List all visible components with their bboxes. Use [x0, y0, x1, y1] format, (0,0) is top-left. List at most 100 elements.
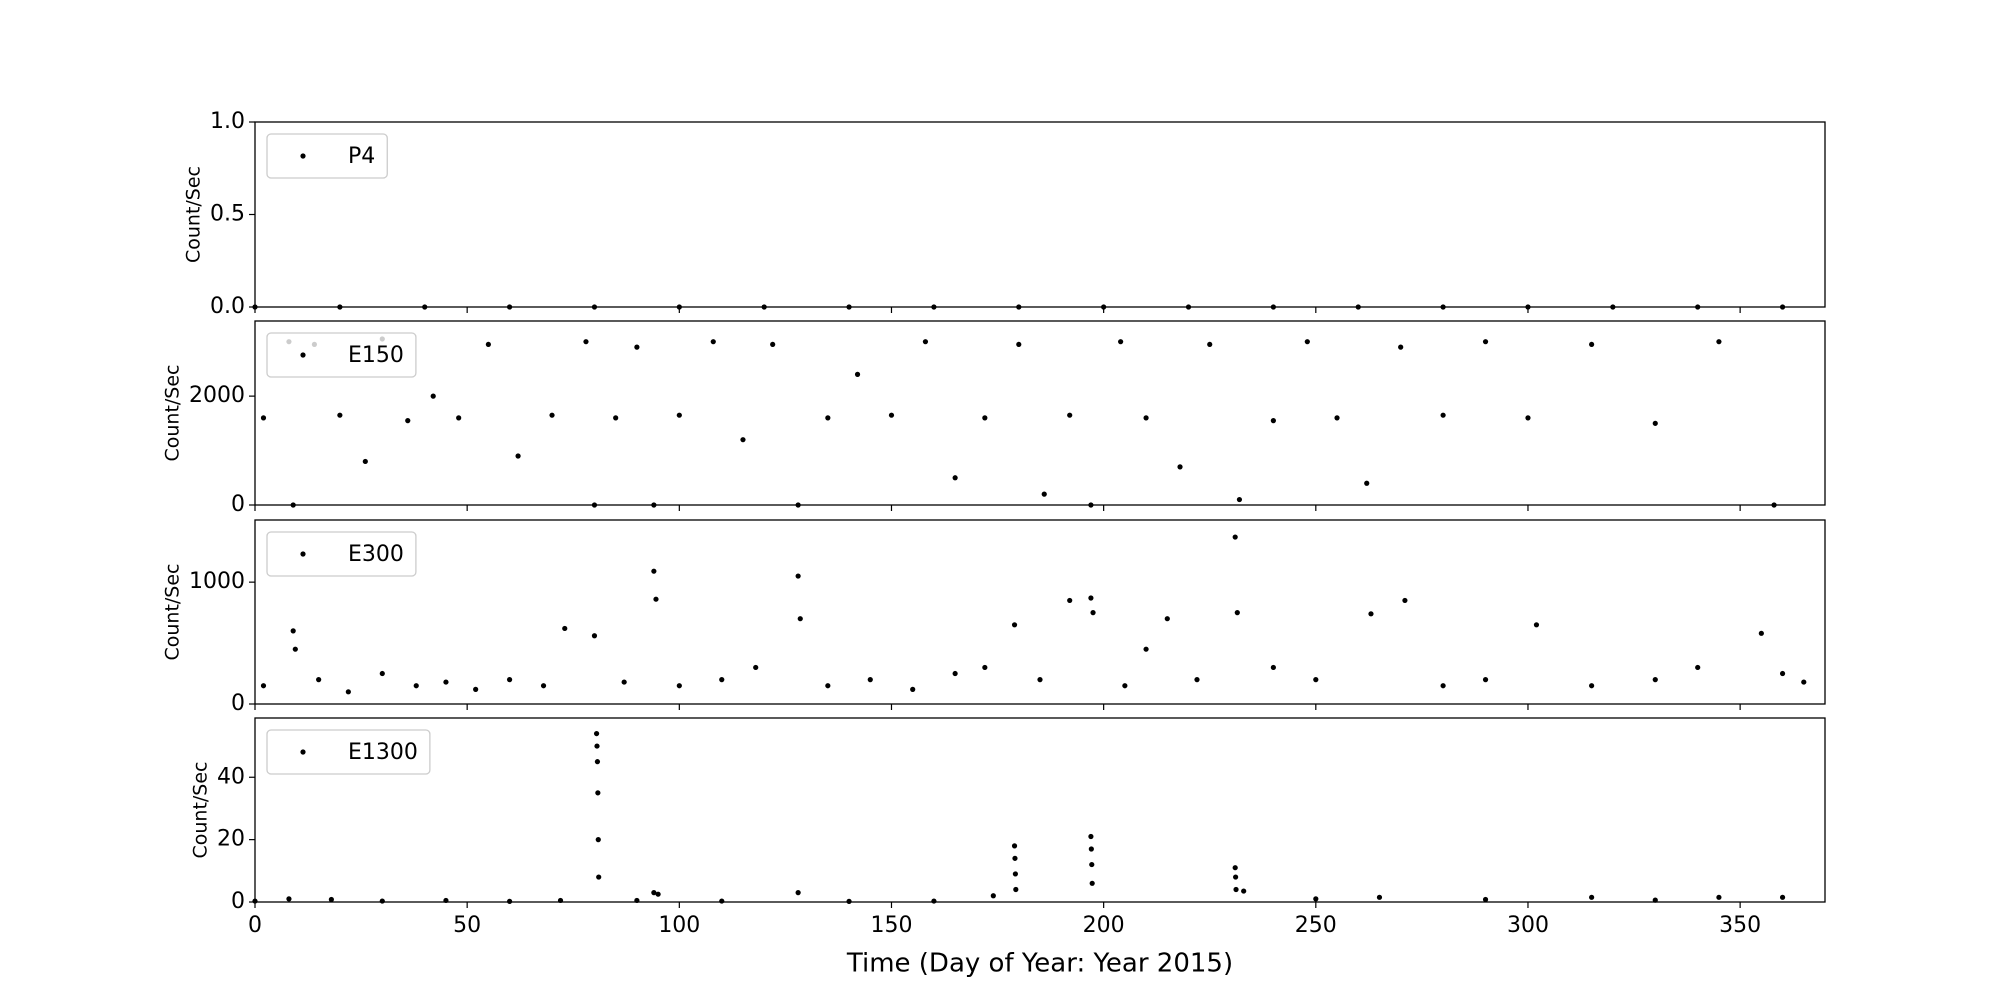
data-point: [952, 475, 958, 481]
legend-label: E1300: [348, 740, 418, 765]
data-point: [594, 743, 600, 749]
legend-label: P4: [348, 144, 375, 169]
x-tick-label: 0: [248, 913, 262, 938]
data-point: [651, 890, 657, 896]
x-tick-label: 300: [1507, 913, 1549, 938]
legend-marker: [300, 153, 306, 159]
data-point: [1037, 677, 1043, 683]
data-point: [596, 874, 602, 880]
data-point: [1012, 855, 1018, 861]
data-point: [1122, 683, 1128, 689]
data-point: [1143, 415, 1149, 421]
data-point: [1164, 616, 1170, 622]
data-point: [854, 371, 861, 377]
data-point: [1236, 496, 1243, 503]
data-point: [1364, 480, 1370, 486]
data-point: [1011, 622, 1018, 628]
data-point: [719, 677, 725, 683]
data-point: [362, 458, 368, 465]
y-tick-label: 20: [217, 827, 245, 852]
y-tick-label: 1000: [189, 569, 245, 594]
data-point: [1589, 894, 1595, 900]
data-point: [1090, 610, 1096, 616]
legend-marker: [300, 352, 306, 358]
data-point: [825, 415, 831, 421]
data-point: [952, 670, 958, 677]
y-tick-label: 2000: [189, 383, 245, 408]
y-tick-label: 1.0: [210, 109, 245, 134]
y-tick-label: 0: [231, 691, 245, 716]
data-point: [1234, 610, 1240, 616]
x-tick-label: 350: [1719, 913, 1761, 938]
data-point: [1011, 843, 1018, 849]
data-point: [379, 670, 385, 677]
data-point: [583, 339, 589, 345]
legend-label: E300: [348, 542, 404, 567]
y-axis-label: Count/Sec: [162, 364, 184, 461]
data-point: [1233, 874, 1239, 880]
y-axis-label: Count/Sec: [162, 563, 184, 660]
data-point: [260, 415, 267, 421]
axes-frame: [254, 320, 1826, 506]
data-point: [1482, 896, 1489, 903]
data-point: [753, 664, 759, 671]
data-point: [1589, 341, 1595, 348]
data-point: [1304, 339, 1310, 345]
data-point: [770, 341, 776, 348]
data-point: [676, 683, 682, 689]
data-point: [740, 437, 746, 443]
data-point: [413, 683, 419, 689]
data-point: [1376, 894, 1383, 900]
data-point: [1398, 344, 1404, 350]
legend: E150: [266, 332, 417, 378]
data-point: [1440, 683, 1446, 689]
data-point: [1088, 833, 1094, 840]
data-point: [1067, 412, 1073, 418]
data-point: [316, 677, 322, 683]
data-point: [621, 679, 627, 685]
y-tick-label: 0: [231, 889, 245, 914]
legend-box: [266, 531, 417, 577]
data-point: [1440, 412, 1446, 418]
data-point: [676, 412, 682, 418]
legend: E300: [266, 531, 417, 577]
data-point: [1368, 611, 1374, 617]
axes-frame: [254, 717, 1826, 903]
data-point: [1232, 534, 1238, 540]
data-point: [1067, 597, 1073, 604]
data-point: [634, 344, 640, 350]
legend-marker: [300, 749, 306, 755]
data-point: [825, 683, 831, 689]
data-point: [1233, 886, 1239, 893]
data-point: [982, 415, 988, 421]
data-point: [922, 339, 929, 345]
legend: P4: [266, 133, 388, 179]
data-point: [888, 412, 895, 418]
data-point: [337, 412, 343, 418]
y-tick-label: 40: [217, 764, 245, 789]
data-point: [1716, 894, 1722, 900]
y-tick-label: 0.0: [210, 294, 245, 319]
x-axis-label: Time (Day of Year: Year 2015): [846, 949, 1233, 979]
data-point: [506, 677, 513, 683]
data-point: [562, 625, 568, 632]
data-point: [591, 633, 598, 639]
data-point: [473, 686, 479, 692]
data-point: [286, 896, 292, 902]
data-point: [595, 790, 601, 796]
x-tick-label: 100: [658, 913, 700, 938]
y-axis-label: Count/Sec: [183, 166, 205, 263]
data-point: [485, 341, 491, 348]
data-point: [1270, 664, 1276, 671]
data-point: [1695, 664, 1701, 671]
data-point: [328, 896, 334, 903]
axes-frame: [254, 121, 1826, 308]
data-point: [1589, 683, 1595, 689]
data-point: [292, 646, 298, 652]
data-point: [797, 616, 803, 622]
data-point: [405, 418, 411, 424]
data-point: [1143, 646, 1149, 652]
data-point: [595, 837, 601, 843]
data-point: [345, 689, 351, 695]
